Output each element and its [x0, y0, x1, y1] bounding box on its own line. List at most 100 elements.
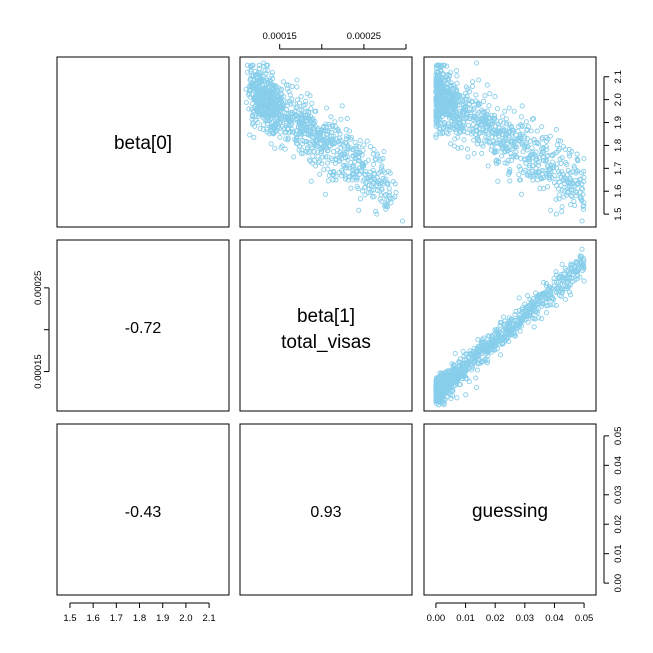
scatter-point: [566, 179, 572, 185]
scatter-point: [294, 104, 300, 110]
scatter-point: [517, 177, 523, 183]
scatter-point: [529, 298, 535, 304]
scatter-point: [545, 162, 551, 168]
scatter-point: [469, 363, 476, 369]
scatter-point: [256, 65, 262, 72]
scatter-point: [289, 83, 295, 89]
scatter-point: [451, 374, 457, 380]
scatter-point: [433, 398, 439, 404]
scatter-point: [538, 175, 544, 181]
scatter-point: [570, 169, 576, 175]
scatter-point: [485, 357, 491, 363]
scatter-point: [476, 344, 482, 350]
scatter-point: [260, 92, 266, 98]
scatter-point: [539, 124, 545, 130]
scatter-point: [539, 301, 545, 307]
scatter-point: [553, 269, 559, 275]
scatter-point: [491, 338, 497, 344]
scatter-point: [459, 126, 465, 132]
scatter-point: [551, 279, 557, 285]
scatter-point: [279, 143, 285, 149]
scatter-point: [444, 63, 450, 69]
scatter-point: [504, 148, 510, 154]
scatter-point: [527, 138, 533, 144]
scatter-point: [378, 156, 384, 162]
scatter-point: [277, 87, 283, 93]
scatter-point: [451, 82, 457, 88]
scatter-point: [456, 111, 462, 117]
scatter-point: [494, 129, 501, 136]
scatter-point: [456, 382, 462, 388]
scatter-point: [559, 261, 565, 267]
panel-frame: [239, 56, 413, 228]
scatter-point: [561, 194, 567, 200]
scatter-point: [468, 111, 474, 117]
scatter-point: [475, 100, 481, 106]
scatter-point: [500, 338, 506, 344]
scatter-point: [554, 142, 560, 148]
scatter-point: [470, 365, 476, 371]
scatter-point: [531, 304, 537, 310]
scatter-point: [529, 151, 535, 157]
scatter-point: [548, 162, 554, 168]
scatter-point: [506, 171, 512, 177]
scatter-point: [272, 102, 278, 108]
scatter-point: [267, 77, 273, 84]
scatter-point: [451, 109, 457, 115]
scatter-point: [349, 177, 355, 183]
scatter-point: [549, 295, 555, 301]
panel-frame: [423, 423, 597, 596]
scatter-point: [536, 315, 542, 321]
scatter-point: [555, 176, 561, 182]
scatter-point: [387, 170, 393, 176]
scatter-point: [581, 155, 587, 162]
scatter-point: [315, 126, 321, 132]
scatter-point: [449, 393, 456, 399]
scatter-point: [566, 289, 573, 295]
scatter-point: [480, 347, 486, 353]
scatter-point: [479, 150, 485, 156]
scatter-point: [262, 78, 268, 84]
scatter-point: [339, 168, 345, 174]
scatter-point: [485, 353, 491, 359]
scatter-point: [530, 163, 536, 169]
scatter-point: [523, 160, 529, 166]
scatter-point: [481, 98, 487, 104]
scatter-point: [492, 94, 498, 100]
scatter-point: [331, 172, 337, 178]
scatter-point: [268, 91, 274, 97]
scatter-point: [344, 133, 350, 139]
scatter-point: [316, 159, 322, 165]
scatter-point: [486, 345, 492, 351]
scatter-point: [315, 133, 321, 139]
scatter-point: [561, 188, 567, 194]
scatter-point: [463, 392, 469, 398]
panel-frame: [56, 423, 230, 596]
scatter-point: [356, 207, 362, 213]
scatter-point: [309, 119, 315, 125]
tick-label: 0.00025: [347, 31, 381, 42]
scatter-point: [245, 69, 251, 75]
diag-label-beta1-line2: total_visas: [281, 332, 371, 353]
scatter-point: [456, 130, 462, 136]
scatter-point: [522, 307, 528, 313]
scatter-point: [309, 100, 315, 106]
scatter-point: [517, 313, 523, 319]
scatter-point: [539, 136, 545, 142]
scatter-point: [539, 298, 545, 304]
scatter-point: [336, 138, 342, 144]
scatter-point: [289, 126, 295, 133]
scatter-point: [480, 121, 486, 127]
scatter-point: [500, 114, 506, 120]
scatter-point: [293, 105, 299, 111]
scatter-point: [247, 77, 253, 83]
scatter-point: [512, 333, 518, 339]
scatter-point: [567, 170, 573, 176]
scatter-point: [368, 189, 374, 195]
scatter-point: [557, 156, 563, 162]
tick-label: 2.0: [179, 613, 192, 624]
scatter-point: [505, 158, 511, 164]
scatter-point: [330, 177, 336, 183]
tick-label: 2.1: [202, 613, 215, 624]
scatter-point: [382, 170, 388, 176]
